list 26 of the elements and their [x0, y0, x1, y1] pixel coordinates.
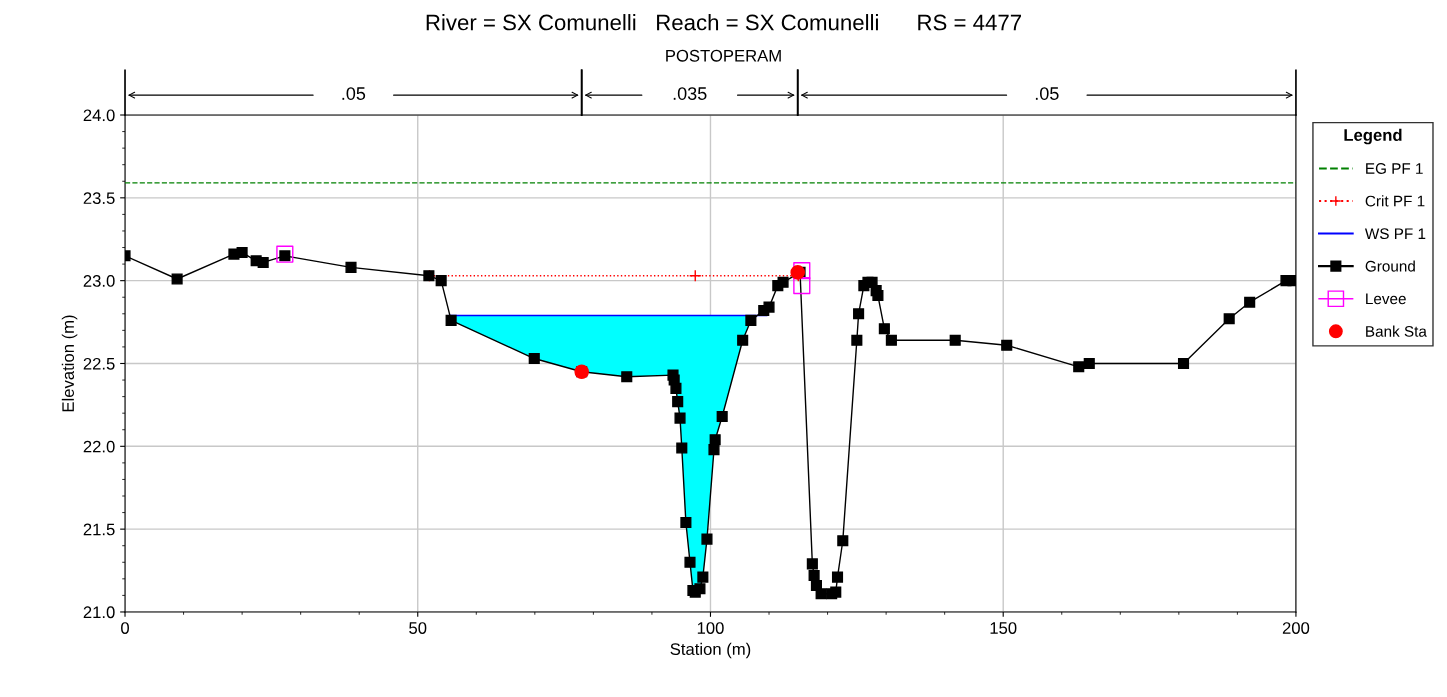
legend-label: Bank Sta — [1366, 325, 1427, 337]
x-tick-label: 150 — [990, 622, 1017, 634]
chart-subtitle: POSTOPERAM — [666, 49, 781, 62]
x-tick-label: 200 — [1282, 622, 1310, 634]
chart-title: River = SX Comunelli Reach = SX Comunelli RS = 4477 — [426, 14, 1021, 31]
x-tick-label: 50 — [409, 622, 427, 634]
y-tick-label: 21.0 — [83, 606, 115, 619]
y-tick-label: 23.0 — [83, 275, 115, 287]
text: .05 — [1035, 87, 1059, 100]
x-tick-label: 100 — [697, 622, 724, 634]
text: .05 — [342, 87, 366, 100]
legend-title: Legend — [1344, 128, 1402, 145]
x-tick-label: 0 — [121, 622, 129, 634]
y-tick-label: 21.5 — [83, 523, 115, 536]
legend-label: EG PF 1 — [1366, 163, 1423, 174]
x-axis-title: Station (m) — [670, 642, 751, 659]
legend-label: Crit PF 1 — [1365, 195, 1425, 207]
text: .035 — [673, 87, 707, 100]
y-tick-label: 22.0 — [83, 440, 115, 453]
y-axis-title: Elevation (m) — [61, 315, 78, 412]
legend-label: Ground — [1365, 260, 1415, 272]
legend-label: Levee — [1366, 293, 1406, 305]
legend-label: WS PF 1 — [1364, 228, 1426, 240]
y-tick-label: 23.5 — [83, 192, 115, 205]
y-tick-label: 22.5 — [83, 357, 115, 370]
y-tick-label: 24.0 — [83, 109, 115, 122]
